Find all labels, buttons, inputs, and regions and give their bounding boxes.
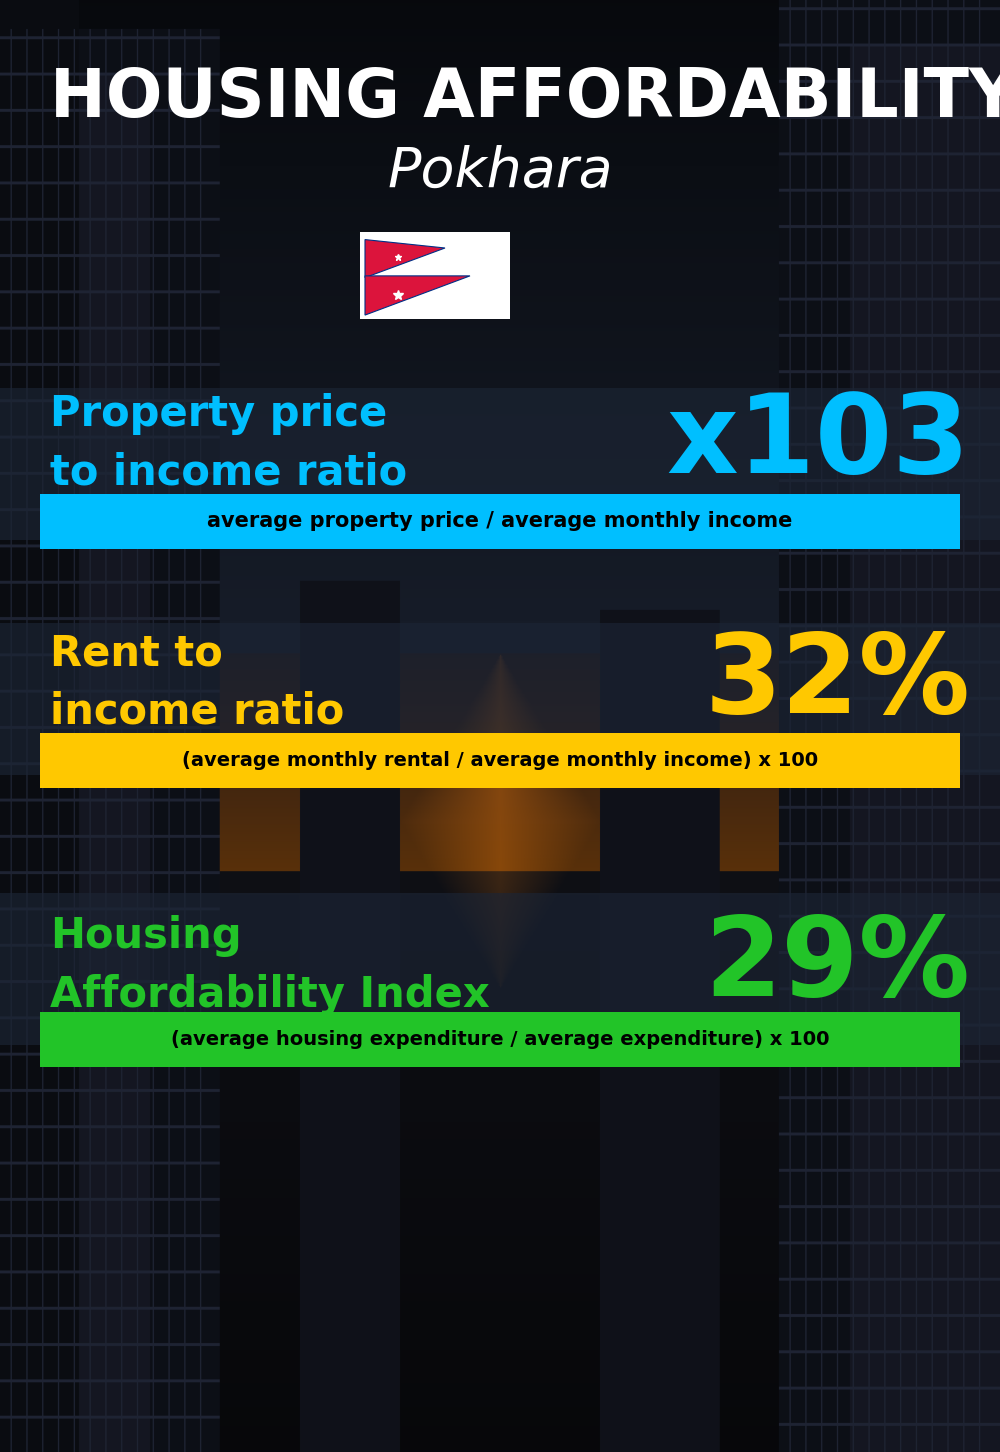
Text: (average housing expenditure / average expenditure) x 100: (average housing expenditure / average e… [171, 1029, 829, 1050]
Text: Housing
Affordability Index: Housing Affordability Index [50, 915, 490, 1016]
Polygon shape [365, 276, 470, 315]
Bar [0, 623, 1000, 775]
Text: x103: x103 [666, 389, 970, 497]
Bar [40, 733, 960, 788]
Text: 32%: 32% [704, 629, 970, 736]
Bar [40, 1012, 960, 1067]
Bar [360, 232, 510, 319]
Bar [0, 893, 1000, 1045]
Bar [0, 388, 1000, 540]
Text: Rent to
income ratio: Rent to income ratio [50, 632, 344, 733]
Text: Property price
to income ratio: Property price to income ratio [50, 392, 407, 494]
Text: (average monthly rental / average monthly income) x 100: (average monthly rental / average monthl… [182, 751, 818, 771]
Polygon shape [365, 240, 445, 277]
Text: average property price / average monthly income: average property price / average monthly… [207, 511, 793, 531]
Text: HOUSING AFFORDABILITY: HOUSING AFFORDABILITY [50, 65, 1000, 131]
Text: Pokhara: Pokhara [387, 145, 613, 199]
Bar [40, 494, 960, 549]
Text: 29%: 29% [704, 912, 970, 1019]
